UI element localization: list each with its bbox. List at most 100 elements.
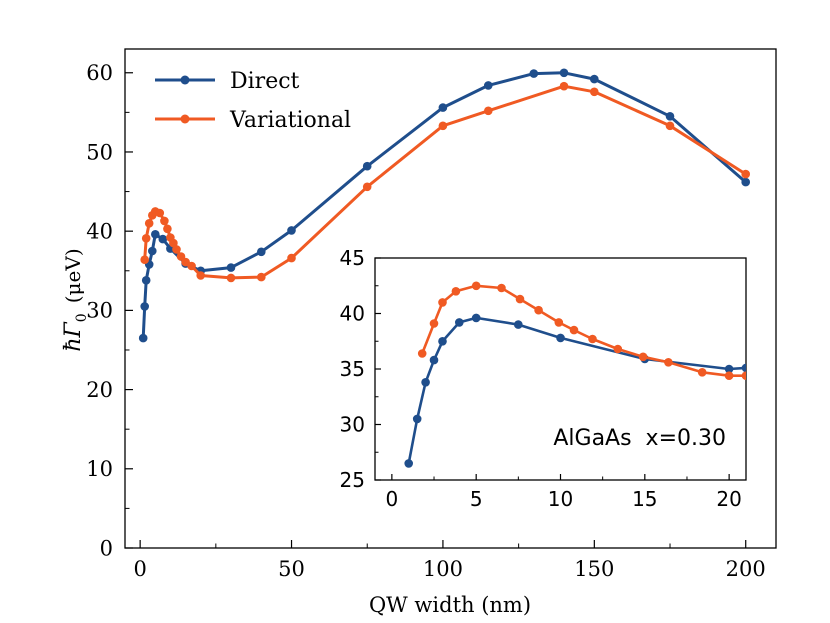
- svg-text:ħΓ0(μeV): ħΓ0 (μeV): [61, 248, 90, 351]
- legend-marker-variational: [180, 114, 190, 124]
- legend-label-direct: Direct: [230, 69, 300, 94]
- main-y-tick-label-4: 40: [86, 220, 113, 244]
- inset-y-tick-label-0: 25: [340, 468, 365, 492]
- inset-point-variational-8: [554, 318, 564, 327]
- y-axis-label-subscript: 0: [74, 313, 90, 322]
- main-x-tick-label-1: 50: [278, 557, 305, 581]
- main-point-direct-14: [438, 103, 448, 112]
- inset-point-direct-6: [471, 313, 481, 323]
- inset-point-direct-10: [724, 364, 734, 374]
- main-point-variational-17: [287, 253, 296, 263]
- main-y-tick-label-0: 0: [100, 536, 113, 560]
- legend: Direct Variational: [155, 69, 351, 133]
- main-point-direct-12: [287, 226, 296, 235]
- main-point-variational-1: [141, 234, 151, 243]
- main-point-direct-13: [362, 161, 372, 171]
- inset-x-tick-label-0: 0: [385, 487, 398, 511]
- inset-point-variational-14: [697, 368, 707, 377]
- y-axis-label-unit: (μeV): [61, 248, 85, 303]
- main-point-variational-19: [438, 121, 448, 131]
- main-point-direct-4: [148, 246, 157, 256]
- inset-point-variational-16: [741, 371, 746, 380]
- main-point-variational-6: [160, 216, 169, 226]
- main-point-variational-15: [226, 273, 236, 283]
- main-x-tick-label-0: 0: [133, 557, 146, 581]
- main-point-variational-16: [257, 272, 266, 282]
- inset-y-tick-label-3: 40: [340, 302, 365, 326]
- main-point-variational-18: [362, 182, 372, 192]
- inset-point-variational-2: [438, 298, 447, 307]
- main-point-direct-5: [151, 230, 160, 239]
- legend-marker-direct: [180, 75, 190, 85]
- inset-point-variational-4: [471, 281, 481, 291]
- inset-point-direct-7: [514, 320, 523, 329]
- main-y-tick-label-6: 60: [86, 61, 113, 85]
- inset-series: [404, 281, 746, 468]
- y-axis-label-symbol: ħΓ: [61, 321, 86, 351]
- inset-x-tick-label-1: 5: [470, 487, 483, 511]
- x-axis-label: QW width (nm): [369, 593, 531, 617]
- inset-point-direct-2: [421, 378, 430, 387]
- main-point-direct-17: [559, 68, 569, 78]
- main-point-variational-24: [741, 169, 750, 179]
- inset-y-tick-label-2: 35: [340, 357, 365, 381]
- main-x-tick-label-2: 100: [423, 557, 463, 581]
- inset-point-variational-3: [451, 287, 461, 296]
- inset-x-tick-label-2: 10: [548, 487, 573, 511]
- inset-point-variational-12: [638, 352, 648, 362]
- main-point-variational-13: [187, 261, 196, 271]
- main-series: [138, 68, 750, 343]
- main-y-tick-label-2: 20: [86, 378, 113, 402]
- main-point-variational-2: [144, 219, 154, 228]
- main-point-variational-7: [163, 224, 172, 234]
- legend-entry-variational: Variational: [155, 108, 351, 133]
- inset-point-variational-13: [664, 358, 673, 367]
- main-point-direct-15: [484, 81, 493, 90]
- inset-point-variational-9: [569, 325, 579, 335]
- main-point-direct-11: [257, 247, 266, 257]
- main-point-variational-5: [155, 208, 165, 218]
- inset-point-variational-11: [613, 344, 623, 354]
- inset-x-tick-label-3: 15: [632, 487, 657, 511]
- inset-plot: 0 5 10 15 20 25 30 35 40 45 AlGaAs x=0.30: [340, 246, 747, 511]
- main-point-direct-2: [141, 276, 151, 285]
- main-point-variational-10: [172, 245, 181, 254]
- inset-x-tick-label-4: 20: [716, 487, 741, 511]
- main-y-tick-label-3: 30: [86, 299, 113, 323]
- inset-point-variational-15: [724, 371, 734, 381]
- main-point-variational-21: [559, 81, 569, 91]
- main-x-tick-label-4: 200: [726, 557, 766, 581]
- inset-point-variational-6: [515, 294, 525, 304]
- main-point-variational-20: [484, 106, 493, 116]
- inset-point-variational-5: [497, 283, 506, 293]
- main-point-direct-20: [741, 177, 750, 187]
- inset-point-variational-0: [417, 349, 427, 358]
- main-point-direct-6: [158, 234, 168, 244]
- inset-y-tick-label-4: 45: [340, 246, 365, 270]
- main-y-tick-label-1: 10: [86, 457, 113, 481]
- inset-point-variational-10: [588, 334, 597, 344]
- inset-plot-frame: [374, 257, 747, 481]
- main-point-variational-0: [140, 255, 149, 264]
- inset-point-direct-1: [412, 414, 422, 424]
- main-point-direct-19: [665, 112, 675, 121]
- inset-point-variational-1: [429, 319, 439, 328]
- main-point-variational-22: [590, 87, 599, 97]
- main-y-tick-label-5: 50: [86, 140, 113, 164]
- inset-y-tick-label-1: 30: [340, 413, 365, 437]
- main-point-direct-1: [140, 302, 149, 311]
- main-point-direct-10: [226, 263, 236, 272]
- legend-entry-direct: Direct: [155, 69, 300, 94]
- inset-point-direct-0: [404, 459, 414, 468]
- inset-point-direct-11: [741, 363, 746, 373]
- main-point-direct-0: [138, 333, 148, 343]
- inset-point-direct-8: [556, 333, 565, 343]
- legend-label-variational: Variational: [229, 108, 351, 133]
- main-plot-frame: [124, 48, 777, 549]
- inset-point-direct-5: [455, 318, 464, 327]
- y-axis-label: ħΓ0 (μeV): [61, 248, 90, 351]
- inset-annotation: AlGaAs x=0.30: [553, 426, 726, 451]
